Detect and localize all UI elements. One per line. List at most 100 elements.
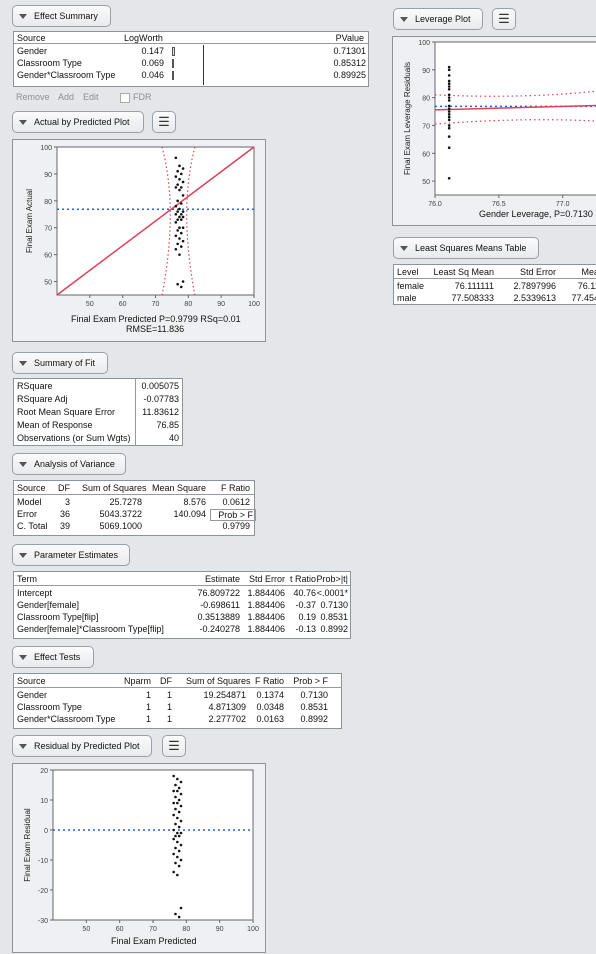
pe-col-header: Estimate (204, 574, 240, 584)
disclosure-triangle-icon[interactable] (19, 552, 27, 558)
data-point (447, 93, 451, 97)
remove-button[interactable]: Remove (16, 92, 50, 102)
disclosure-triangle-icon[interactable] (19, 119, 27, 125)
lsm-cell: 77.508333 (451, 293, 494, 303)
data-point (174, 156, 178, 160)
fit-label: RSquare Adj (17, 394, 68, 404)
actual-by-predicted-header[interactable]: Actual by Predicted Plot (12, 111, 144, 133)
data-point (176, 816, 179, 820)
disclosure-triangle-icon[interactable] (19, 360, 27, 366)
data-point (181, 194, 185, 197)
anova-col-header: F Ratio (220, 483, 250, 493)
effect-pvalue-cell: 0.89925 (333, 70, 366, 80)
actual-by-predicted-xlabel: Final Exam Predicted P=0.9799 RSq=0.01 (71, 314, 241, 324)
effect-summary-title: Effect Summary (34, 11, 98, 21)
actual-by-predicted-menu-button[interactable]: ☰ (152, 111, 176, 133)
anova-cell: C. Total (17, 521, 48, 531)
col-logworth: LogWorth (124, 33, 163, 43)
disclosure-triangle-icon[interactable] (19, 461, 27, 467)
disclosure-triangle-icon[interactable] (400, 245, 408, 251)
data-point (172, 813, 175, 817)
y-axis-label: Final Exam Leverage Residuals (403, 62, 412, 175)
disclosure-triangle-icon[interactable] (19, 743, 27, 749)
fit-label: Observations (or Sum Wgts) (17, 433, 131, 443)
data-point (179, 804, 183, 808)
et-col-header: Sum of Squares (186, 676, 251, 686)
effect-logworth-cell: 0.046 (141, 70, 164, 80)
summary-of-fit-title: Summary of Fit (34, 358, 96, 368)
add-button[interactable]: Add (58, 92, 75, 102)
summary-of-fit-header[interactable]: Summary of Fit (12, 352, 108, 374)
data-point (174, 912, 177, 916)
data-point (179, 780, 183, 784)
data-point (176, 169, 179, 173)
x-tick-label: 100 (248, 301, 260, 308)
data-point (179, 172, 183, 176)
data-point (179, 186, 183, 189)
data-point (179, 819, 183, 823)
plot-area (434, 41, 596, 196)
data-point (174, 175, 178, 178)
leverage-plot-header[interactable]: Leverage Plot (393, 8, 483, 30)
anova-cell: 0.9799 (222, 521, 250, 531)
least-squares-means-title: Least Squares Means Table (415, 243, 527, 253)
anova-header[interactable]: Analysis of Variance (12, 453, 126, 475)
y-tick-label: 60 (422, 151, 430, 158)
anova-cell: 140.094 (173, 509, 206, 519)
pe-cell: 0.3513889 (197, 612, 240, 622)
disclosure-triangle-icon[interactable] (19, 654, 27, 660)
data-point (447, 124, 451, 127)
x-tick-label: 60 (119, 301, 127, 308)
data-point (181, 167, 185, 170)
data-point (447, 68, 451, 72)
residual-by-predicted-menu-button[interactable]: ☰ (162, 735, 186, 757)
logworth-bar (172, 47, 175, 56)
pe-cell: 0.8992 (320, 624, 348, 634)
lsm-cell: 2.7897996 (513, 281, 556, 291)
pe-cell: 1.884406 (247, 612, 285, 622)
et-col-header: Source (17, 676, 46, 686)
actual-by-predicted-plot-frame: 50 60 70 80 90 100 50 60 70 80 90 100 Final Exam Act… (12, 139, 266, 342)
y-tick-label: 50 (422, 179, 430, 186)
effect-tests-header[interactable]: Effect Tests (12, 646, 94, 668)
effect-summary-header[interactable]: Effect Summary (12, 5, 111, 27)
residual-by-predicted-header[interactable]: Residual by Predicted Plot (12, 735, 152, 757)
data-point (174, 204, 178, 208)
data-point (176, 789, 179, 793)
et-cell: 4.871309 (208, 702, 246, 712)
lsm-col-header: Mean (581, 267, 596, 277)
edit-button[interactable]: Edit (83, 92, 99, 102)
data-point (177, 786, 181, 790)
parameter-estimates-header[interactable]: Parameter Estimates (12, 544, 130, 566)
anova-cell: Error (17, 509, 37, 519)
data-point (174, 846, 177, 850)
x-tick-label: 70 (152, 301, 160, 308)
anova-cell: 5069.1000 (99, 521, 142, 531)
least-squares-means-table: Level Least Sq Mean Std Error Mean female 76.… (393, 264, 596, 305)
disclosure-triangle-icon[interactable] (19, 13, 27, 19)
fit-label: Mean of Response (17, 420, 93, 430)
anova-col-header: DF (58, 483, 70, 493)
data-point (179, 906, 183, 910)
y-tick-label: 10 (40, 798, 48, 805)
data-point (447, 87, 451, 91)
disclosure-triangle-icon[interactable] (400, 16, 408, 22)
leverage-plot-menu-button[interactable]: ☰ (492, 8, 516, 30)
y-tick-label: 60 (44, 253, 52, 260)
least-squares-means-header[interactable]: Least Squares Means Table (393, 237, 539, 259)
y-tick-label: 90 (422, 68, 430, 75)
fit-label: RSquare (17, 381, 53, 391)
checkbox-icon[interactable] (120, 92, 130, 103)
effect-source-cell: Classroom Type (17, 58, 82, 68)
data-point (174, 807, 177, 811)
data-point (176, 242, 179, 246)
lsm-cell: 2.5339613 (513, 293, 556, 303)
fdr-checkbox[interactable]: FDR (120, 92, 152, 103)
et-cell: 0.7130 (300, 690, 328, 700)
y-axis-label: Final Exam Residual (23, 808, 32, 882)
fit-line (434, 104, 596, 111)
data-point (447, 126, 451, 130)
fit-label: Root Mean Square Error (17, 407, 116, 417)
effect-tests-title: Effect Tests (34, 652, 81, 662)
fdr-label: FDR (133, 92, 152, 102)
